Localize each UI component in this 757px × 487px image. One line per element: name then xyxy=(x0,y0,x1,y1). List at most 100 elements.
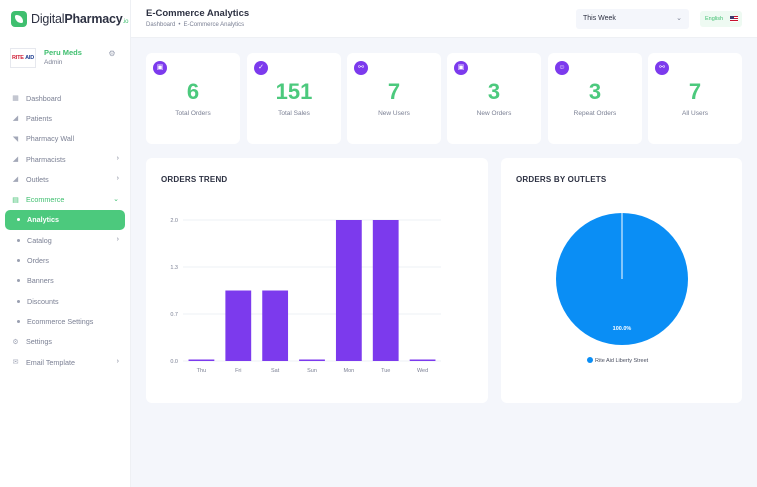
orders-trend-panel: ORDERS TREND 0.0 0.7 1.3 2.0 Thu Fri Sat Sun Mon… xyxy=(146,158,488,403)
stat-card-repeat-orders: ☺ 3 Repeat Orders xyxy=(548,53,642,144)
stat-value: 7 xyxy=(688,79,702,104)
y-tick-label: 2.0 xyxy=(170,218,178,224)
stat-card-new-users: ⚯ 7 New Users xyxy=(347,53,441,144)
bar-mon[interactable] xyxy=(335,220,362,361)
avatar-logo-text-b: AID xyxy=(25,55,34,61)
sidebar-item-label: Orders xyxy=(27,256,49,266)
stat-label: Total Sales xyxy=(278,110,310,117)
calendar-icon: ▣ xyxy=(153,61,167,75)
period-select[interactable]: This Week ⌄ xyxy=(576,9,689,29)
sidebar: DigitalPharmacy.io RITE AID Peru Meds Ad… xyxy=(0,0,131,487)
chevron-down-icon: ⌄ xyxy=(113,196,119,204)
chevron-right-icon: › xyxy=(116,236,119,244)
sidebar-item-label: Catalog xyxy=(27,235,52,245)
language-switcher[interactable]: English xyxy=(700,11,742,27)
sidebar-item-discounts[interactable]: Discounts xyxy=(5,291,125,311)
sidebar-item-ecommerce-settings[interactable]: Ecommerce Settings xyxy=(5,311,125,331)
sidebar-item-pharmacists[interactable]: ◢ Pharmacists › xyxy=(5,149,125,169)
orders-trend-title: ORDERS TREND xyxy=(161,175,228,184)
stat-label: All Users xyxy=(681,110,708,117)
sidebar-item-patients[interactable]: ◢ Patients xyxy=(5,108,125,128)
sidebar-item-email-template[interactable]: ✉ Email Template › xyxy=(5,352,125,372)
sidebar-item-dashboard[interactable]: ▦ Dashboard xyxy=(5,88,125,108)
sidebar-item-label: Email Template xyxy=(26,357,76,367)
y-tick-label: 1.3 xyxy=(170,265,178,271)
x-tick-label: Fri xyxy=(235,368,241,374)
bar-sat[interactable] xyxy=(262,290,289,362)
pharmacists-icon: ◢ xyxy=(12,156,19,164)
badge-check-icon: ✓ xyxy=(254,61,268,75)
breadcrumb-separator: • xyxy=(178,22,181,28)
x-tick-label: Tue xyxy=(381,368,390,374)
bar-tue[interactable] xyxy=(372,220,399,361)
bar-wed[interactable] xyxy=(409,359,436,362)
chevron-right-icon: › xyxy=(116,357,119,365)
sidebar-item-orders[interactable]: Orders xyxy=(5,250,125,270)
stat-value: 151 xyxy=(275,79,313,104)
stat-label: Total Orders xyxy=(175,110,211,117)
bullet-icon xyxy=(17,279,20,283)
brand-name-regular: Digital xyxy=(31,12,65,26)
outlets-icon: ◢ xyxy=(12,176,19,184)
period-select-value: This Week xyxy=(583,15,616,22)
stat-value: 7 xyxy=(387,79,401,104)
profile-role: Admin xyxy=(44,59,63,66)
orders-by-outlets-panel: ORDERS BY OUTLETS 100.0% Rite Aid Liberty… xyxy=(501,158,742,403)
stat-label: New Users xyxy=(378,110,410,117)
page-title: E-Commerce Analytics xyxy=(146,8,250,19)
patients-icon: ◢ xyxy=(12,115,19,123)
sidebar-item-label: Banners xyxy=(27,276,54,286)
sidebar-item-label: Pharmacy Wall xyxy=(26,134,75,144)
breadcrumb-current: E-Commerce Analytics xyxy=(183,22,245,28)
sidebar-item-label: Outlets xyxy=(26,174,49,184)
link-icon: ⚯ xyxy=(354,61,368,75)
bar-fri[interactable] xyxy=(225,290,252,362)
breadcrumb: Dashboard • E-Commerce Analytics xyxy=(146,22,244,28)
x-tick-label: Sun xyxy=(307,368,317,374)
legend-label[interactable]: Rite Aid Liberty Street xyxy=(595,358,649,364)
bullet-icon xyxy=(17,319,20,323)
breadcrumb-dashboard[interactable]: Dashboard xyxy=(146,22,176,28)
bar-sun[interactable] xyxy=(299,359,325,362)
stat-label: Repeat Orders xyxy=(573,110,617,117)
bar-thu[interactable] xyxy=(188,359,215,362)
sidebar-item-settings[interactable]: ⚙ Settings xyxy=(5,332,125,352)
sidebar-item-ecommerce[interactable]: ▤ Ecommerce ⌄ xyxy=(5,189,125,209)
x-tick-label: Thu xyxy=(197,368,206,374)
sidebar-item-catalog[interactable]: Catalog › xyxy=(5,230,125,250)
bullet-icon xyxy=(17,218,20,222)
orders-by-outlets-title: ORDERS BY OUTLETS xyxy=(516,175,607,184)
x-tick-label: Mon xyxy=(344,368,355,374)
sidebar-item-label: Ecommerce Settings xyxy=(27,316,94,326)
stat-card-total-sales: ✓ 151 Total Sales xyxy=(247,53,341,144)
brand-suffix: .io xyxy=(122,19,129,25)
sidebar-item-outlets[interactable]: ◢ Outlets › xyxy=(5,169,125,189)
stat-card-new-orders: ▣ 3 New Orders xyxy=(447,53,541,144)
avatar: RITE AID xyxy=(10,48,36,68)
sidebar-item-analytics[interactable]: Analytics xyxy=(5,209,125,231)
profile-settings-icon[interactable]: ⚙ xyxy=(108,49,116,58)
sidebar-item-pharmacy-wall[interactable]: ◥ Pharmacy Wall xyxy=(5,129,125,149)
pie-value-label: 100.0% xyxy=(613,326,632,332)
chevron-right-icon: › xyxy=(116,175,119,183)
wall-icon: ◥ xyxy=(12,135,19,143)
brand-logo[interactable]: DigitalPharmacy.io xyxy=(11,11,128,27)
email-icon: ✉ xyxy=(12,359,19,366)
sidebar-item-banners[interactable]: Banners xyxy=(5,271,125,291)
y-tick-label: 0.7 xyxy=(170,312,178,318)
legend-swatch xyxy=(587,357,593,363)
x-tick-label: Sat xyxy=(271,368,280,374)
gear-icon: ⚙ xyxy=(12,338,19,346)
bullet-icon xyxy=(17,238,20,242)
bullet-icon xyxy=(17,259,20,263)
y-tick-label: 0.0 xyxy=(170,359,178,365)
sidebar-item-label: Analytics xyxy=(27,215,59,225)
bullet-icon xyxy=(17,299,20,303)
stat-value: 3 xyxy=(487,79,501,104)
stat-value: 3 xyxy=(588,79,602,104)
sidebar-item-label: Dashboard xyxy=(26,93,62,103)
stat-value: 6 xyxy=(186,79,200,104)
dashboard-icon: ▦ xyxy=(12,95,19,103)
us-flag-icon xyxy=(730,16,738,22)
stat-card-total-orders: ▣ 6 Total Orders xyxy=(146,53,240,144)
